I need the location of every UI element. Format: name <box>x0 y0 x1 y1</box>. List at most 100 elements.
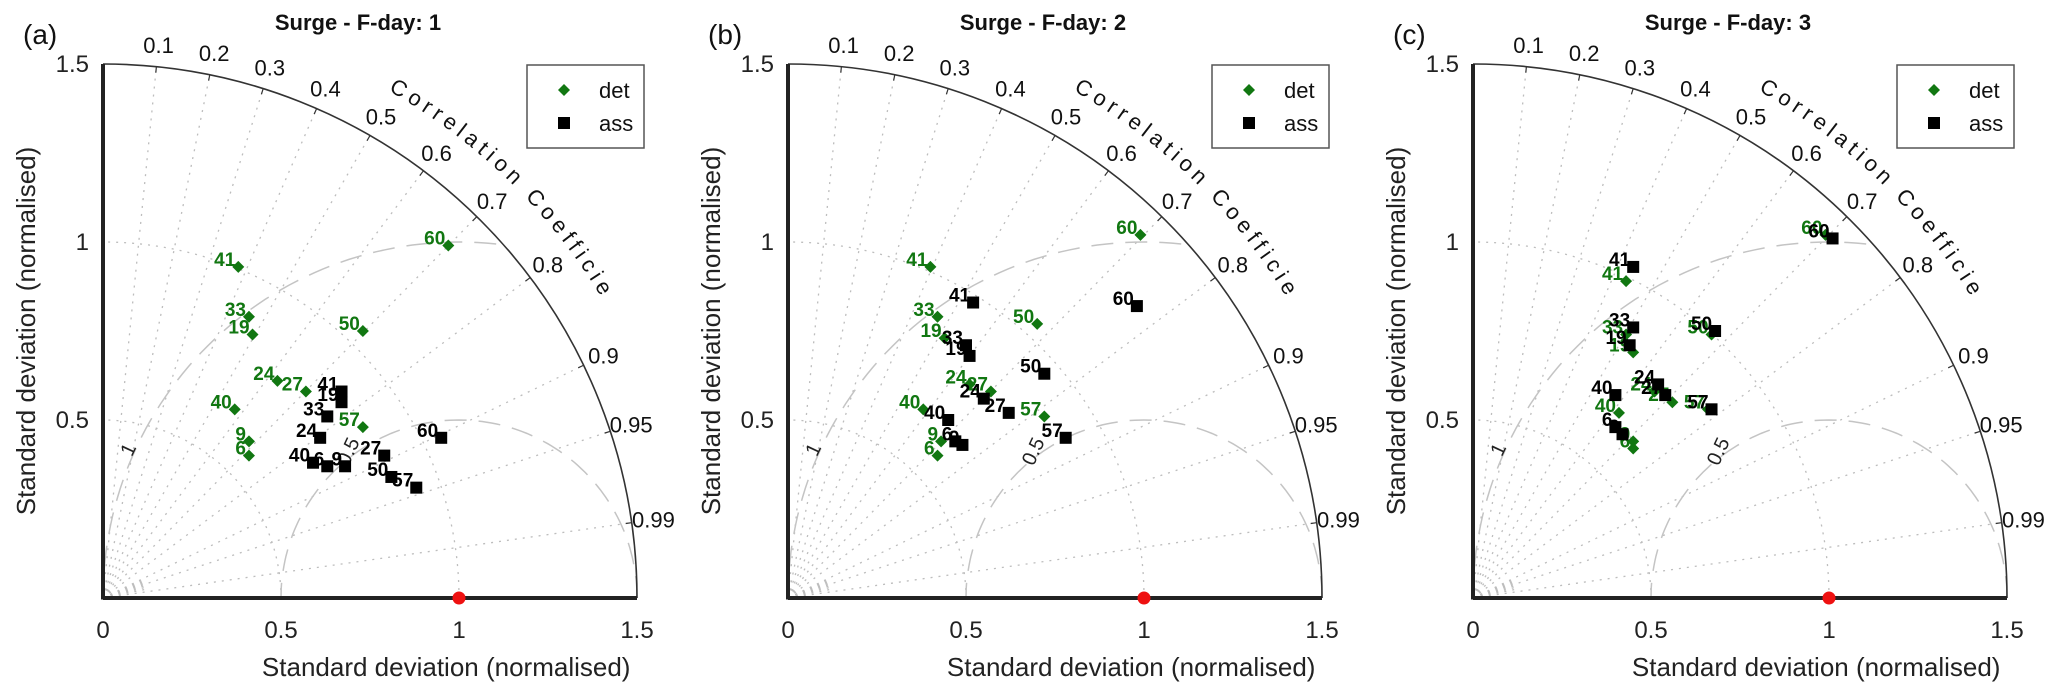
std-grid-arc <box>1472 241 1830 599</box>
data-point-det <box>356 325 369 337</box>
data-point-label: 9 <box>949 428 960 449</box>
data-point-ass <box>410 481 423 494</box>
data-point-label: 57 <box>339 410 360 431</box>
correlation-axis-title: Correlation Coefficient <box>0 0 1990 303</box>
data-point-label: 24 <box>253 364 275 385</box>
data-point-ass <box>378 449 391 462</box>
correlation-gridline <box>787 66 843 599</box>
data-point-label: 9 <box>332 449 343 470</box>
correlation-tick <box>604 430 611 434</box>
data-point-det <box>1038 410 1051 423</box>
correlation-gridline <box>102 108 318 599</box>
data-point-label: 41 <box>1609 250 1631 271</box>
data-point-ass <box>1609 389 1622 402</box>
correlation-tick <box>945 88 949 95</box>
data-point-label: 33 <box>942 328 963 349</box>
data-point-label: 60 <box>424 229 445 250</box>
correlation-tick-label: 0.99 <box>2002 508 2045 533</box>
data-point-label: 40 <box>1595 396 1616 417</box>
legend-square-icon <box>1243 117 1255 129</box>
data-point-ass <box>435 431 448 444</box>
correlation-tick-label: 0.3 <box>940 56 971 81</box>
data-point-label: 50 <box>1013 307 1034 328</box>
correlation-tick <box>155 66 157 73</box>
y-tick-label: 0.5 <box>1426 407 1459 434</box>
x-tick-label: 0 <box>1466 617 1479 644</box>
correlation-gridline <box>787 135 1056 599</box>
correlation-tick <box>472 216 478 222</box>
data-point-det <box>917 403 930 416</box>
correlation-tick <box>1895 277 1901 282</box>
data-point-ass <box>1709 325 1722 337</box>
correlation-gridline <box>1472 108 1688 599</box>
rms-contour-arc <box>787 241 1182 599</box>
data-point-ass <box>1616 428 1629 441</box>
data-point-label: 50 <box>339 314 360 335</box>
legend-box <box>526 64 645 149</box>
correlation-gridline <box>787 108 1003 599</box>
correlation-gridline <box>102 522 632 599</box>
data-point-ass <box>1038 367 1051 380</box>
data-point-det <box>242 310 255 323</box>
correlation-tick-label: 0.8 <box>1218 252 1249 277</box>
data-point-label: 27 <box>967 375 988 396</box>
taylor-panel-c: 0.5 1 0 0.5 1 1.5 0.5 1 1.5 0.1 0.2 0.3 0.4 0.5 0.6 0.7… <box>0 0 2045 682</box>
correlation-tick-label: 0.8 <box>1903 252 1934 277</box>
x-tick-label: 0.5 <box>1634 617 1667 644</box>
data-point-label: 57 <box>1042 421 1063 442</box>
correlation-tick-label: 0.95 <box>610 412 653 437</box>
data-point-label: 60 <box>417 421 438 442</box>
correlation-tick <box>208 74 211 81</box>
legend-entry-det: det <box>599 78 630 103</box>
legend-box <box>1211 64 1330 149</box>
correlation-gridline <box>102 277 531 599</box>
data-point-det <box>232 260 245 273</box>
data-point-label: 60 <box>1808 221 1829 242</box>
data-point-ass <box>977 392 990 405</box>
correlation-tick <box>1842 216 1848 222</box>
data-point-label: 24 <box>296 421 318 442</box>
correlation-tick <box>1104 170 1109 176</box>
data-point-ass <box>960 339 972 352</box>
correlation-gridline <box>787 74 896 599</box>
correlation-tick-label: 0.3 <box>255 56 286 81</box>
x-tick-label: 1 <box>452 617 465 644</box>
correlation-axis-title-path: Correlation Coefficient <box>0 0 615 303</box>
data-point-ass <box>956 438 969 451</box>
legend-entry-ass: ass <box>1284 111 1318 136</box>
data-point-label: 19 <box>1605 328 1626 349</box>
correlation-tick-label: 0.2 <box>199 41 230 66</box>
std-grid-arc <box>102 241 460 599</box>
correlation-tick <box>577 364 584 369</box>
correlation-tick <box>840 66 842 73</box>
correlation-tick <box>893 74 896 81</box>
data-point-label: 60 <box>1116 218 1137 239</box>
legend-entry-ass: ass <box>599 111 633 136</box>
correlation-gridline <box>1472 88 1634 599</box>
data-point-ass <box>1705 403 1718 416</box>
y-tick-label: 1 <box>76 229 89 256</box>
correlation-tick-label: 0.4 <box>995 76 1026 101</box>
data-point-det <box>1031 317 1044 330</box>
y-tick-label: 1 <box>1446 229 1459 256</box>
data-point-label: 50 <box>1687 318 1708 339</box>
correlation-tick-label: 0.7 <box>477 189 508 214</box>
legend-square-icon <box>558 117 570 129</box>
taylor-panel-a: 0.510 0.5 1 1.50.511.50.1 0.20.30.40.50.60.7… <box>0 0 675 682</box>
panel-tag: (b) <box>708 19 742 50</box>
data-point-label: 40 <box>924 403 945 424</box>
correlation-gridline <box>1472 135 1741 599</box>
correlation-gridline <box>1472 364 1954 599</box>
correlation-tick-label: 0.3 <box>1625 56 1656 81</box>
data-point-ass <box>339 460 352 473</box>
correlation-gridline <box>1472 430 1981 599</box>
legend-entry-det: det <box>1284 78 1315 103</box>
data-point-label: 50 <box>1020 357 1041 378</box>
data-point-label: 9 <box>1609 417 1620 438</box>
correlation-tick-label: 0.99 <box>1317 508 1360 533</box>
correlation-gridline <box>787 277 1216 599</box>
y-tick-label: 1.5 <box>1426 51 1459 78</box>
